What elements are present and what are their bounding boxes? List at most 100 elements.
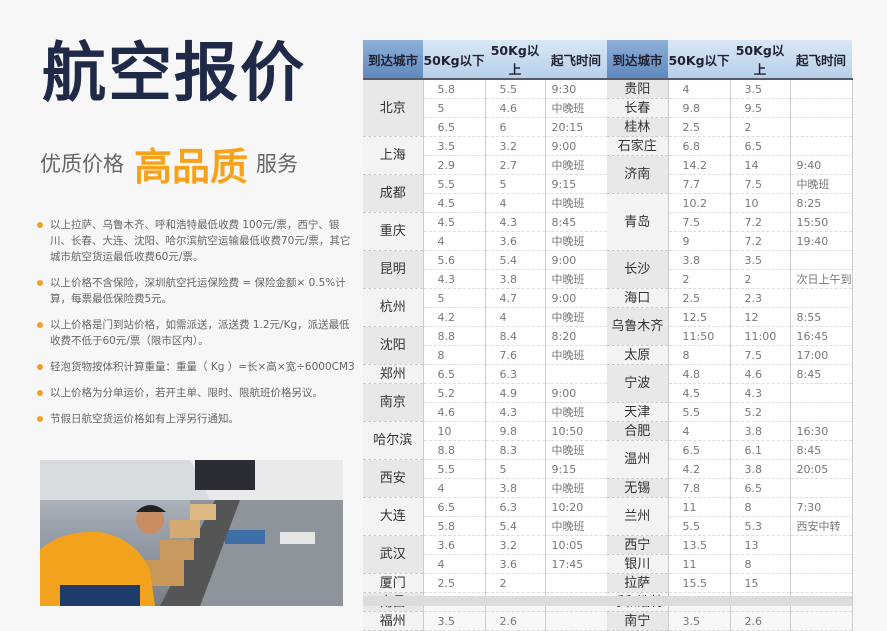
departure-time: 中晚班	[545, 269, 608, 289]
price-over-50kg: 9.5	[730, 98, 791, 118]
price-under-50kg: 2.5	[668, 117, 731, 137]
departure-time: 9:00	[545, 288, 608, 308]
price-under-50kg: 4.5	[668, 383, 731, 403]
price-over-50kg: 3.2	[485, 535, 546, 555]
city-cell: 银川	[607, 554, 669, 574]
price-under-50kg: 15.5	[668, 573, 731, 593]
table-row: 南京 5.2 4.9 9:00	[363, 383, 608, 422]
price-over-50kg: 2.6	[485, 611, 546, 631]
departure-time: 7:30	[790, 497, 853, 517]
table-row: 太原 8 7.5 17:00	[607, 345, 853, 365]
city-cell: 济南	[607, 155, 669, 194]
price-over-50kg: 4	[485, 307, 546, 327]
departure-time	[790, 611, 853, 631]
departure-time: 8:45	[790, 364, 853, 384]
table-row: 重庆 4.5 4.3 8:45	[363, 212, 608, 251]
note-item: 以上拉萨、乌鲁木齐、呼和浩特最低收费 100元/票，西宁、银川、长春、大连、沈阳…	[36, 217, 356, 265]
table-row: 4.2 4 中晚班	[363, 307, 608, 327]
table-row: 武汉 3.6 3.2 10:05	[363, 535, 608, 574]
price-under-50kg: 5.6	[423, 250, 486, 270]
table-row: 沈阳 8.8 8.4 8:20	[363, 326, 608, 365]
table-row: 济南 14.2 14 9:40	[607, 155, 853, 194]
table-row: 5.8 5.4 中晚班	[363, 516, 608, 536]
city-cell: 桂林	[607, 117, 669, 137]
price-over-50kg: 8	[730, 497, 791, 517]
table-row: 上海 3.5 3.2 9:00	[363, 136, 608, 175]
price-over-50kg: 7.2	[730, 231, 791, 251]
price-over-50kg: 4.7	[485, 288, 546, 308]
city-cell: 乌鲁木齐	[607, 307, 669, 346]
price-under-50kg: 4	[668, 421, 731, 441]
departure-time: 17:45	[545, 554, 608, 574]
table-row: 贵阳 4 3.5	[607, 79, 853, 99]
price-over-50kg: 6.3	[485, 364, 546, 384]
price-over-50kg: 3.5	[730, 79, 791, 99]
price-over-50kg: 5	[485, 459, 546, 479]
city-cell: 天津	[607, 402, 669, 422]
notes-list: 以上拉萨、乌鲁木齐、呼和浩特最低收费 100元/票，西宁、银川、长春、大连、沈阳…	[36, 217, 356, 437]
price-under-50kg: 3.5	[423, 136, 486, 156]
city-cell: 南宁	[607, 611, 669, 631]
city-cell: 海口	[607, 288, 669, 308]
price-under-50kg: 7.8	[668, 478, 731, 498]
price-over-50kg: 7.5	[730, 174, 791, 194]
slogan: 优质价格 高品质 服务	[40, 138, 298, 189]
price-under-50kg: 5.8	[423, 516, 486, 536]
price-under-50kg: 2.5	[668, 288, 731, 308]
price-under-50kg: 10.2	[668, 193, 731, 213]
table-row: 长沙 3.8 3.5	[607, 250, 853, 289]
table-row: 郑州 6.5 6.3	[363, 364, 608, 384]
table-row: 乌鲁木齐 12.5 12 8:55	[607, 307, 853, 346]
table-row: 4.5 4.3	[607, 383, 853, 403]
price-over-50kg: 6.3	[485, 497, 546, 517]
table-row: 拉萨 15.5 15	[607, 573, 853, 593]
table-row: 4 3.6 17:45	[363, 554, 608, 574]
city-cell: 长沙	[607, 250, 669, 289]
note-item: 以上价格是门到站价格，如需派送，派送费 1.2元/Kg，派送最低收费不低于60元…	[36, 317, 356, 349]
column-header-over-50kg: 50Kg以上	[485, 40, 545, 80]
departure-time: 中晚班	[545, 516, 608, 536]
price-under-50kg: 4.3	[423, 269, 486, 289]
note-text: 以上价格为分单运价，若开主单、限时、限航班价格另议。	[50, 387, 323, 399]
city-cell: 北京	[363, 79, 424, 137]
table-row: 西宁 13.5 13	[607, 535, 853, 555]
table-row: 桂林 2.5 2	[607, 117, 853, 137]
table-row: 2 2 次日上午到	[607, 269, 853, 289]
table-row: 9 7.2 19:40	[607, 231, 853, 251]
city-cell: 宁波	[607, 364, 669, 403]
city-cell: 石家庄	[607, 136, 669, 156]
price-under-50kg: 2	[668, 269, 731, 289]
table-row: 天津 5.5 5.2	[607, 402, 853, 422]
bullet-icon	[37, 416, 43, 422]
price-over-50kg: 6.1	[730, 440, 791, 460]
table-row: 长春 9.8 9.5	[607, 98, 853, 118]
price-under-50kg: 6.5	[423, 364, 486, 384]
price-under-50kg: 10	[423, 421, 486, 441]
price-under-50kg: 5.5	[668, 516, 731, 536]
table-row: 青岛 10.2 10 8:25	[607, 193, 853, 251]
price-over-50kg: 14	[730, 155, 791, 175]
table-row: 银川 11 8	[607, 554, 853, 574]
city-cell: 拉萨	[607, 573, 669, 593]
price-over-50kg: 3.6	[485, 231, 546, 251]
city-cell: 郑州	[363, 364, 424, 384]
departure-time	[790, 79, 853, 99]
departure-time: 9:40	[790, 155, 853, 175]
departure-time: 16:30	[790, 421, 853, 441]
table-row: 2.9 2.7 中晚班	[363, 155, 608, 175]
table-row: 11:50 11:00 16:45	[607, 326, 853, 346]
note-text: 以上价格不含保险，深圳航空托运保险费 = 保险金额× 0.5%计算，每票最低保险…	[50, 277, 346, 305]
departure-time: 中晚班	[545, 98, 608, 118]
price-under-50kg: 11	[668, 497, 731, 517]
price-over-50kg: 7.6	[485, 345, 546, 365]
price-table-left: 到达城市 50Kg以下 50Kg以上 起飞时间 北京 5.8 5.5 9:30 5 4.6…	[363, 40, 608, 631]
city-cell: 哈尔滨	[363, 421, 424, 460]
table-row: 4.5 4 中晚班	[363, 193, 608, 213]
column-header-under-50kg: 50Kg以下	[423, 40, 485, 80]
price-over-50kg: 3.5	[730, 250, 791, 270]
city-cell: 太原	[607, 345, 669, 365]
city-cell: 无锡	[607, 478, 669, 498]
departure-time: 16:45	[790, 326, 853, 346]
city-cell: 兰州	[607, 497, 669, 536]
price-under-50kg: 8.8	[423, 440, 486, 460]
